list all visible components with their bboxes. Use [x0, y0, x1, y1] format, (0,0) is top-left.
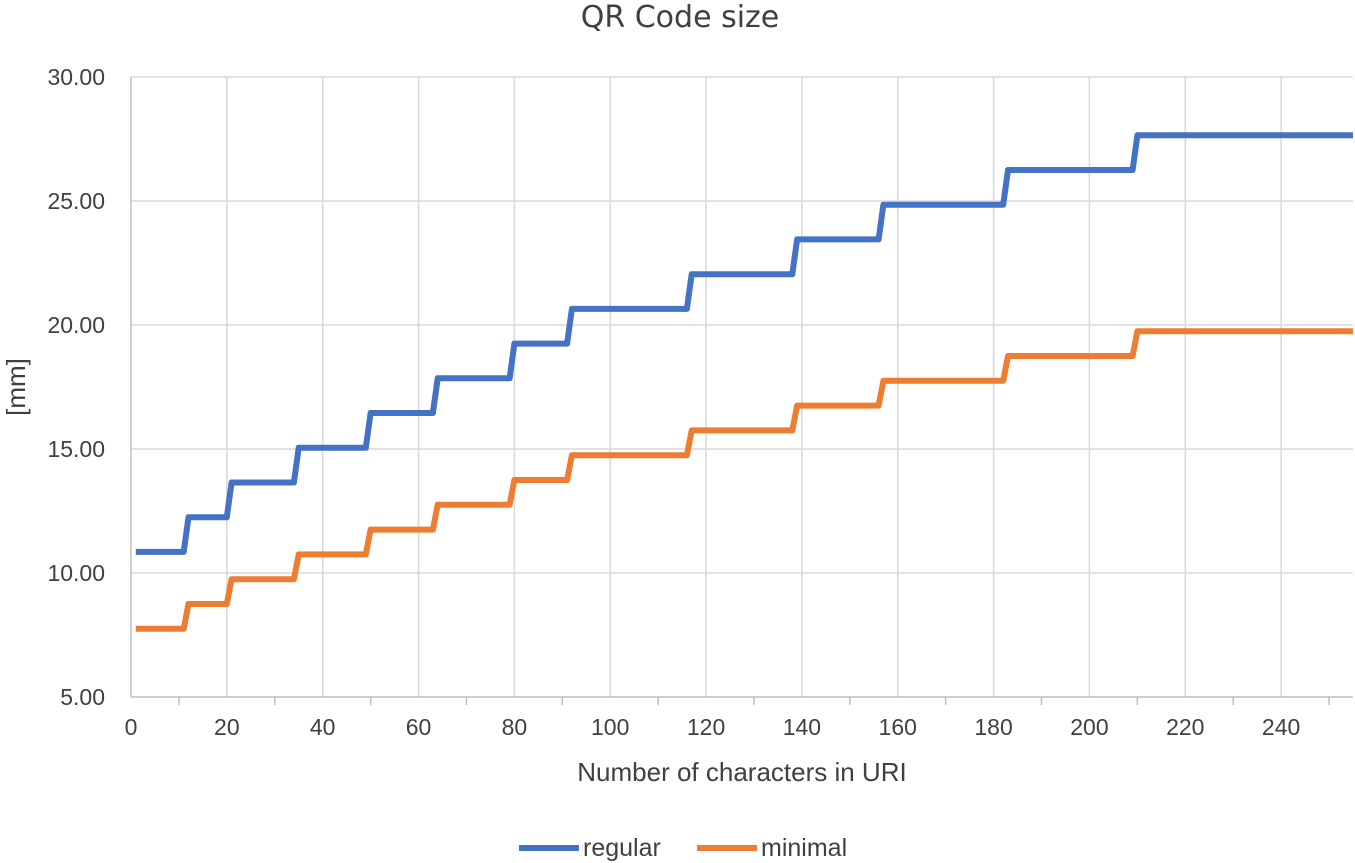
x-tick-label: 160 — [879, 714, 917, 740]
y-axis-title: [mm] — [1, 358, 31, 416]
gridlines — [131, 76, 1353, 697]
x-tick-label: 120 — [687, 714, 725, 740]
x-tick-label: 40 — [310, 714, 336, 740]
series-line-minimal — [135, 328, 1353, 632]
x-tick-label: 20 — [214, 714, 240, 740]
series-layer — [135, 132, 1353, 632]
y-tick-label: 15.00 — [47, 436, 105, 462]
legend-label-regular: regular — [583, 834, 661, 862]
x-tick-label: 80 — [502, 714, 528, 740]
y-tick-label: 20.00 — [47, 312, 105, 338]
x-tick-label: 0 — [125, 714, 138, 740]
y-tick-label: 30.00 — [47, 64, 105, 90]
x-tick-label: 140 — [783, 714, 821, 740]
y-tick-label: 25.00 — [47, 188, 105, 214]
chart-title: QR Code size — [581, 0, 780, 35]
x-tick-label: 60 — [406, 714, 432, 740]
legend-label-minimal: minimal — [761, 834, 847, 862]
x-tick-label: 240 — [1262, 714, 1300, 740]
y-tick-label: 5.00 — [60, 684, 105, 710]
x-tick-label: 220 — [1166, 714, 1204, 740]
x-axis-title: Number of characters in URI — [577, 757, 906, 787]
series-line-regular — [135, 132, 1353, 555]
x-tick-label: 200 — [1070, 714, 1108, 740]
legend: regular minimal — [519, 834, 847, 862]
axes: 5.00 10.00 15.00 20.00 25.00 30.00 0 20 40 60 80 10… — [47, 64, 1353, 740]
x-tick-label: 100 — [591, 714, 629, 740]
x-tick-label: 180 — [974, 714, 1012, 740]
y-tick-label: 10.00 — [47, 560, 105, 586]
